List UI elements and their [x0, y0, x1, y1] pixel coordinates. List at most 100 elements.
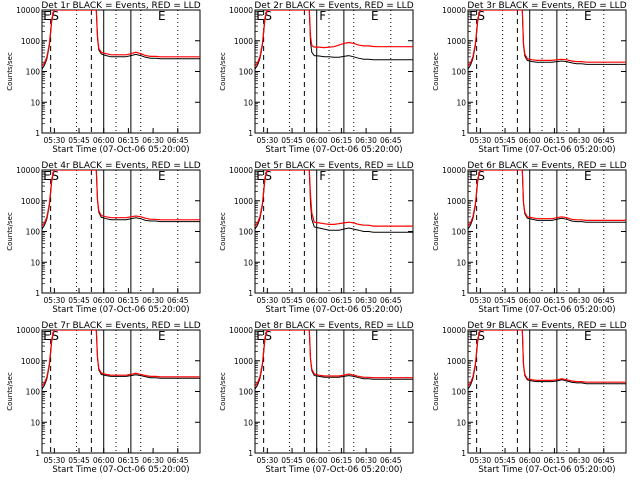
y-tick-label: 1	[35, 289, 40, 298]
x-tick-label: 06:00	[93, 296, 115, 305]
panel-title: Det 2r BLACK = Events, RED = LLD	[254, 1, 413, 11]
x-tick-label: 06:00	[519, 136, 541, 145]
x-tick-label: 06:45	[380, 136, 402, 145]
series-events-line	[468, 10, 626, 70]
plot-frame	[41, 329, 201, 454]
y-tick-label: 100	[26, 388, 41, 397]
x-tick-label: 05:45	[281, 296, 303, 305]
marker-s: S	[264, 329, 272, 343]
plot-frame	[41, 169, 201, 294]
y-tick-label: 100	[239, 228, 254, 237]
y-axis-label: Counts/sec	[432, 372, 440, 411]
x-tick-label: 06:30	[355, 456, 377, 465]
y-axis-label: Counts/sec	[6, 212, 14, 251]
series-events-line	[255, 170, 413, 233]
y-tick-label: 100	[26, 68, 41, 77]
y-tick-label: 1	[461, 129, 466, 138]
x-tick-label: 05:30	[470, 296, 492, 305]
x-tick-label: 05:30	[470, 456, 492, 465]
x-axis-label: Start Time (07-Oct-06 05:20:00)	[265, 145, 402, 155]
y-tick-label: 1000	[234, 197, 253, 206]
y-tick-label: 1000	[234, 37, 253, 46]
y-tick-label: 1	[35, 129, 40, 138]
y-tick-label: 1	[461, 449, 466, 458]
series-lld-line	[255, 10, 413, 67]
panel-title: Det 3r BLACK = Events, RED = LLD	[467, 1, 626, 11]
marker-e-start: E	[469, 9, 477, 23]
x-tick-label: 05:45	[281, 456, 303, 465]
marker-s: S	[477, 329, 485, 343]
x-tick-label: 06:30	[355, 136, 377, 145]
series-lld-line	[255, 170, 413, 227]
x-tick-label: 06:15	[118, 456, 140, 465]
x-axis-label: Start Time (07-Oct-06 05:20:00)	[52, 145, 189, 155]
x-tick-label: 06:15	[118, 296, 140, 305]
plot-frame	[467, 329, 627, 454]
x-axis-label: Start Time (07-Oct-06 05:20:00)	[265, 465, 402, 475]
y-tick-label: 10000	[16, 6, 40, 15]
y-tick-label: 10	[456, 258, 466, 267]
marker-e-late: E	[584, 169, 592, 183]
series-lld-line	[42, 170, 200, 227]
x-axis-label: Start Time (07-Oct-06 05:20:00)	[52, 465, 189, 475]
marker-f: F	[319, 169, 326, 183]
y-tick-label: 100	[452, 68, 467, 77]
series-events-line	[42, 330, 200, 390]
x-tick-label: 06:45	[593, 136, 615, 145]
y-tick-label: 1	[248, 449, 253, 458]
x-tick-label: 06:00	[306, 296, 328, 305]
x-tick-label: 06:45	[167, 296, 189, 305]
x-tick-label: 06:15	[331, 296, 353, 305]
x-tick-label: 06:15	[544, 296, 566, 305]
y-tick-label: 1	[248, 129, 253, 138]
series-events-line	[255, 330, 413, 390]
marker-e-start: E	[469, 329, 477, 343]
y-tick-label: 100	[239, 68, 254, 77]
x-tick-label: 05:45	[494, 136, 516, 145]
marker-e-start: E	[256, 329, 264, 343]
x-tick-label: 06:00	[306, 456, 328, 465]
x-tick-label: 06:30	[142, 296, 164, 305]
x-tick-label: 06:30	[568, 296, 590, 305]
y-tick-label: 10	[243, 258, 253, 267]
x-tick-label: 06:30	[355, 296, 377, 305]
x-tick-label: 06:45	[593, 456, 615, 465]
panel-title: Det 6r BLACK = Events, RED = LLD	[467, 161, 626, 171]
y-axis-label: Counts/sec	[6, 52, 14, 91]
x-tick-label: 06:45	[167, 136, 189, 145]
series-lld-line	[468, 10, 626, 67]
y-tick-label: 10	[30, 98, 40, 107]
panel-title: Det 8r BLACK = Events, RED = LLD	[254, 321, 413, 331]
plot-frame	[41, 9, 201, 134]
series-lld-line	[468, 170, 626, 227]
marker-e-start: E	[469, 169, 477, 183]
y-tick-label: 10000	[229, 6, 253, 15]
panel-title: Det 5r BLACK = Events, RED = LLD	[254, 161, 413, 171]
marker-e-late: E	[584, 9, 592, 23]
y-tick-label: 1	[248, 289, 253, 298]
x-tick-label: 06:45	[593, 296, 615, 305]
x-tick-label: 05:45	[281, 136, 303, 145]
x-tick-label: 06:15	[544, 456, 566, 465]
y-tick-label: 10000	[229, 326, 253, 335]
panel-title: Det 4r BLACK = Events, RED = LLD	[41, 161, 200, 171]
y-axis-label: Counts/sec	[219, 212, 227, 251]
y-axis-label: Counts/sec	[432, 52, 440, 91]
marker-e-start: E	[43, 329, 51, 343]
y-tick-label: 10000	[229, 166, 253, 175]
series-lld-line	[255, 330, 413, 387]
series-lld-line	[42, 330, 200, 387]
x-tick-label: 05:30	[257, 456, 279, 465]
marker-s: S	[477, 169, 485, 183]
x-tick-label: 06:30	[568, 456, 590, 465]
x-tick-label: 06:15	[331, 136, 353, 145]
plot-frame	[467, 9, 627, 134]
x-tick-label: 05:45	[68, 296, 90, 305]
x-tick-label: 05:30	[44, 136, 66, 145]
y-tick-label: 10	[30, 418, 40, 427]
